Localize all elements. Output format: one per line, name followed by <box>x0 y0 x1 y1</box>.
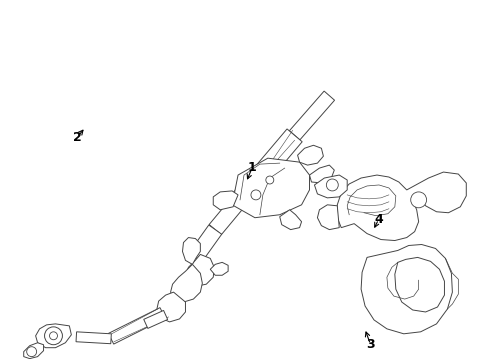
Circle shape <box>45 327 62 345</box>
Polygon shape <box>232 129 302 206</box>
Polygon shape <box>209 195 246 235</box>
Text: 2: 2 <box>73 131 82 144</box>
Text: 1: 1 <box>248 161 257 174</box>
Polygon shape <box>144 310 168 328</box>
Polygon shape <box>76 332 111 344</box>
Polygon shape <box>337 172 466 240</box>
Polygon shape <box>189 225 221 262</box>
Polygon shape <box>157 292 185 322</box>
Polygon shape <box>185 255 214 286</box>
Circle shape <box>251 190 261 200</box>
Polygon shape <box>318 205 339 230</box>
Polygon shape <box>280 210 301 230</box>
Polygon shape <box>36 324 72 348</box>
Circle shape <box>49 332 57 340</box>
Text: 4: 4 <box>374 213 383 226</box>
Polygon shape <box>310 165 334 183</box>
Polygon shape <box>290 91 335 140</box>
Circle shape <box>411 192 427 208</box>
Polygon shape <box>297 145 323 165</box>
Circle shape <box>326 179 338 191</box>
Polygon shape <box>210 262 228 275</box>
Polygon shape <box>171 264 202 302</box>
Circle shape <box>266 176 274 184</box>
Text: 3: 3 <box>366 338 375 351</box>
Polygon shape <box>315 175 347 198</box>
PathPatch shape <box>361 244 452 334</box>
Polygon shape <box>182 238 200 264</box>
Polygon shape <box>213 191 238 210</box>
Circle shape <box>26 347 37 357</box>
Polygon shape <box>24 343 44 359</box>
Polygon shape <box>108 308 165 344</box>
Polygon shape <box>232 158 310 218</box>
